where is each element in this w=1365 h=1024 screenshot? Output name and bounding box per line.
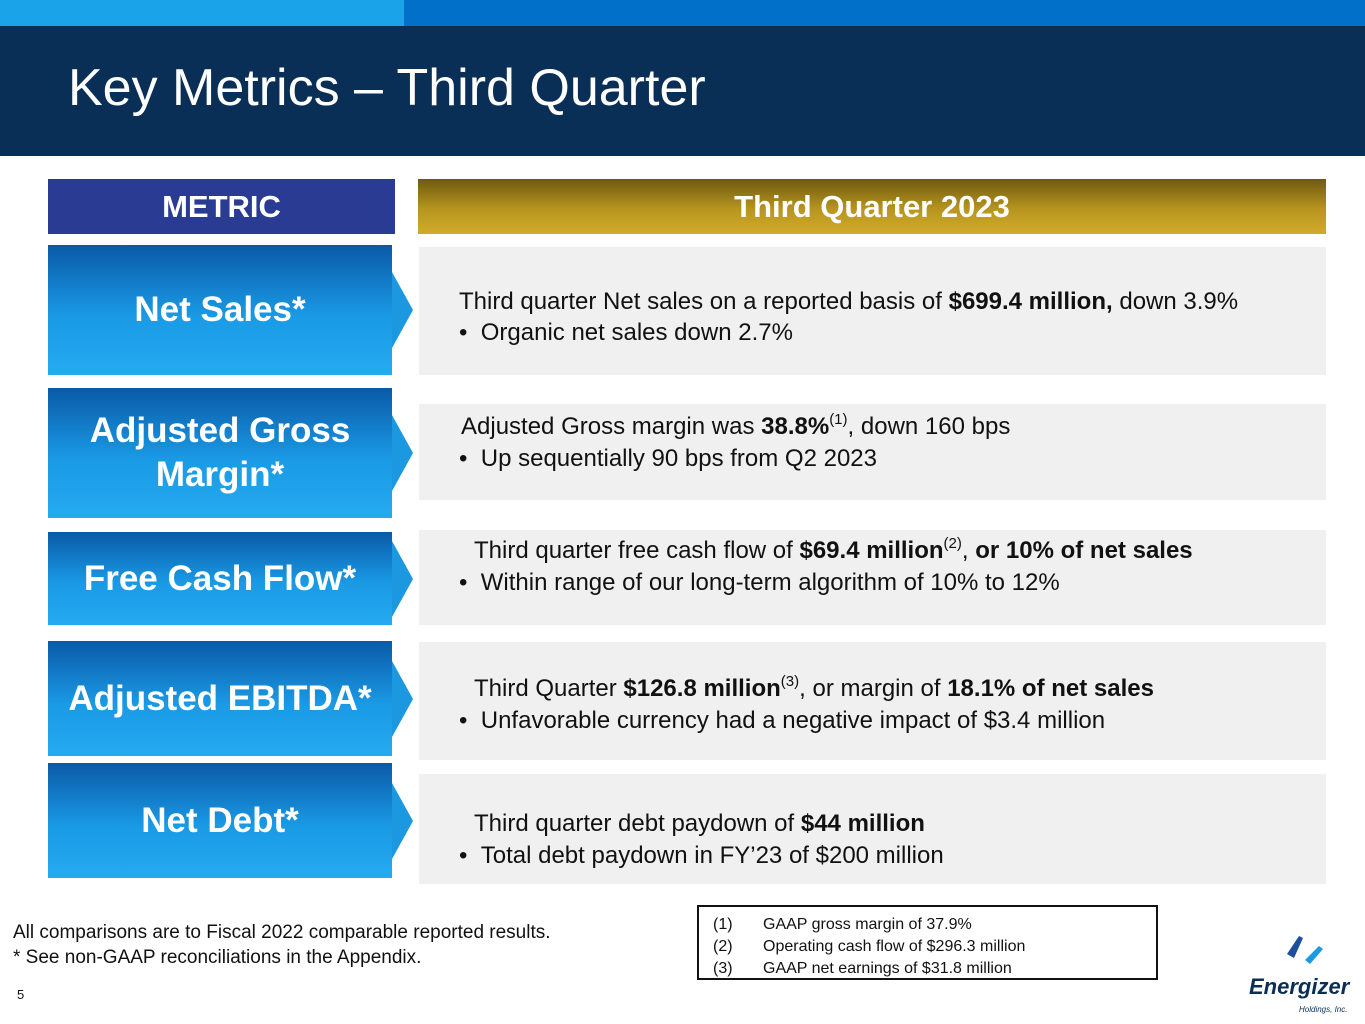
metric-column-header: METRIC xyxy=(48,179,395,234)
metric-arrow xyxy=(392,272,413,348)
content-line: Third quarter Net sales on a reported ba… xyxy=(459,288,1239,315)
top-accent-bar xyxy=(404,0,1365,26)
content-box-net-sales: Third quarter Net sales on a reported ba… xyxy=(419,247,1326,375)
footnotes-box: (1) GAAP gross margin of 37.9% (2) Operati… xyxy=(697,905,1158,980)
content-bullet: • Up sequentially 90 bps from Q2 2023 xyxy=(459,445,877,472)
energizer-logo-icon: Energizer Holdings, Inc. xyxy=(1249,936,1351,1014)
metric-label: Net Debt* xyxy=(141,800,299,840)
footnote: (2) Operating cash flow of $296.3 million xyxy=(713,938,1026,955)
content-bullet: • Unfavorable currency had a negative im… xyxy=(459,707,1106,734)
page-number: 5 xyxy=(17,987,25,1002)
metric-label: Adjusted EBITDA* xyxy=(68,678,372,718)
content-box-adjusted-ebitda: Third Quarter $126.8 million(3), or marg… xyxy=(419,642,1326,760)
period-column-header: Third Quarter 2023 xyxy=(418,179,1326,234)
metric-adjusted-ebitda: Adjusted EBITDA* xyxy=(48,641,413,756)
content-line: Third quarter free cash flow of $69.4 mi… xyxy=(474,535,1193,564)
non-gaap-note: * See non-GAAP reconciliations in the Ap… xyxy=(13,947,422,968)
energizer-logo: Energizer Holdings, Inc. xyxy=(1247,932,1359,1016)
content-box-adjusted-gross-margin: Adjusted Gross margin was 38.8%(1), down… xyxy=(419,404,1326,500)
content-line: Third Quarter $126.8 million(3), or marg… xyxy=(474,673,1154,702)
metric-net-debt: Net Debt* xyxy=(48,763,413,878)
metric-free-cash-flow: Free Cash Flow* xyxy=(48,532,413,625)
content-box-free-cash-flow: Third quarter free cash flow of $69.4 mi… xyxy=(419,530,1326,625)
metric-arrow xyxy=(392,660,413,737)
content-line: Adjusted Gross margin was 38.8%(1), down… xyxy=(461,411,1011,440)
slide-header xyxy=(0,26,1365,156)
footnote: (3) GAAP net earnings of $31.8 million xyxy=(713,960,1012,977)
content-bullet: • Within range of our long-term algorith… xyxy=(459,569,1060,596)
comparison-note: All comparisons are to Fiscal 2022 compa… xyxy=(13,922,551,943)
metric-arrow xyxy=(392,782,413,859)
svg-text:Holdings, Inc.: Holdings, Inc. xyxy=(1299,1005,1347,1014)
metric-label: Adjusted Gross Margin* xyxy=(89,411,351,494)
footnote: (1) GAAP gross margin of 37.9% xyxy=(713,916,972,933)
content-bullet: • Organic net sales down 2.7% xyxy=(459,319,793,346)
top-accent-bar-light xyxy=(0,0,404,26)
metric-arrow xyxy=(392,540,413,617)
metric-label: Free Cash Flow* xyxy=(83,558,357,598)
slide-title: Key Metrics – Third Quarter xyxy=(68,59,706,117)
content-box-net-debt: Third quarter debt paydown of $44 millio… xyxy=(419,774,1326,884)
svg-text:Energizer: Energizer xyxy=(1249,974,1351,999)
metric-adjusted-gross-margin: Adjusted Gross Margin* xyxy=(48,388,413,518)
content-bullet: • Total debt paydown in FY’23 of $200 mi… xyxy=(459,842,944,869)
metric-label: Net Sales* xyxy=(134,290,306,330)
metric-net-sales: Net Sales* xyxy=(48,245,413,375)
content-line: Third quarter debt paydown of $44 millio… xyxy=(474,810,925,837)
metric-arrow xyxy=(392,415,413,491)
